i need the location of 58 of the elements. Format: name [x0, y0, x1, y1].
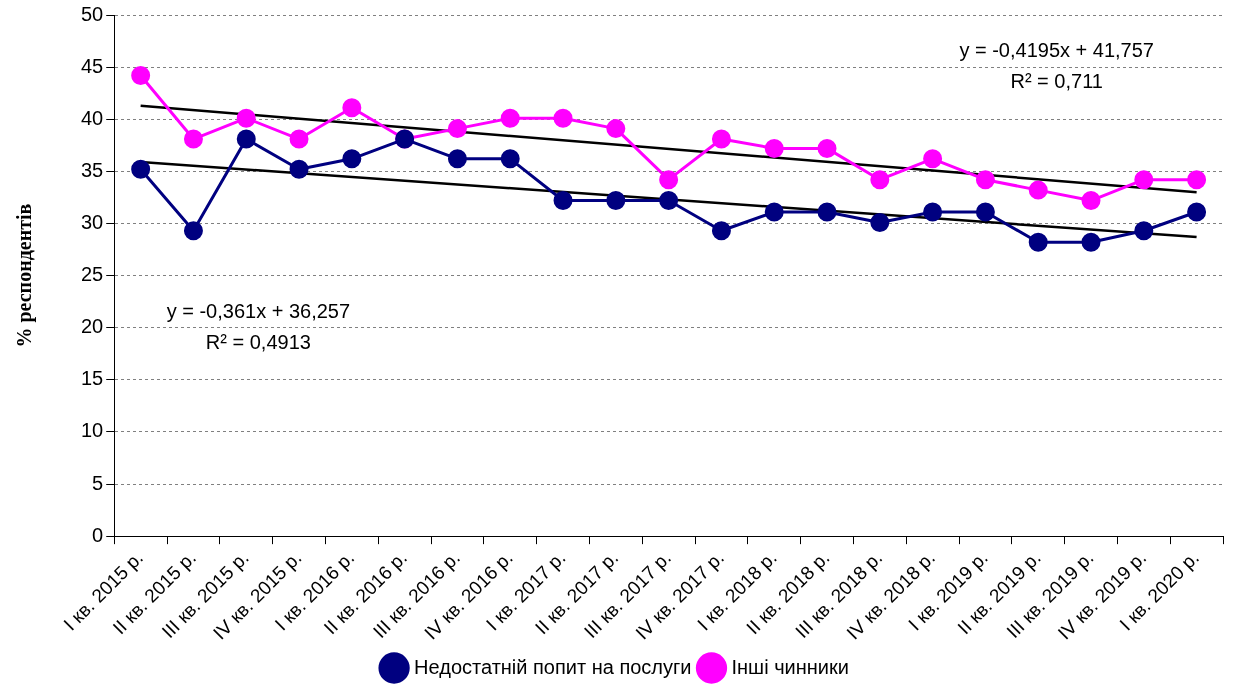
point [817, 202, 837, 222]
y-tick-label: 45 [81, 54, 104, 77]
y-tick-label: 40 [81, 106, 104, 129]
y-tick-label: 30 [81, 210, 104, 233]
y-tick-label: 0 [92, 523, 104, 546]
point [131, 65, 151, 85]
point [447, 149, 467, 169]
point [553, 108, 573, 128]
point [606, 191, 626, 211]
point [764, 202, 784, 222]
point [500, 149, 520, 169]
point [975, 202, 995, 222]
annotation: y = -0,361x + 36,257 [166, 299, 351, 322]
point [606, 119, 626, 139]
point [342, 98, 362, 118]
annotation: R² = 0,4913 [205, 330, 311, 353]
point [183, 129, 203, 149]
annotation: y = -0,4195x + 41,757 [959, 39, 1154, 61]
point [1028, 180, 1048, 200]
y-tick-label: 25 [81, 263, 104, 286]
point [975, 170, 995, 190]
y-tick-label: 35 [81, 158, 104, 181]
point [289, 129, 309, 149]
point [342, 149, 362, 169]
point [711, 221, 731, 241]
point [659, 191, 679, 211]
point [500, 108, 520, 128]
point [236, 129, 256, 149]
point [1134, 170, 1154, 190]
y-tick-label: 15 [81, 367, 104, 390]
point [289, 159, 309, 179]
point [923, 149, 943, 169]
point [1081, 232, 1101, 252]
point [1187, 202, 1207, 222]
point [447, 119, 467, 139]
point [131, 159, 151, 179]
point [183, 221, 203, 241]
point [1028, 232, 1048, 252]
point [764, 138, 784, 158]
y-tick-label: 50 [81, 2, 104, 25]
point [659, 170, 679, 190]
point [553, 191, 573, 211]
y-tick-label: 20 [81, 315, 104, 338]
point [923, 202, 943, 222]
point [870, 170, 890, 190]
point [236, 108, 256, 128]
y-tick-label: 10 [81, 419, 104, 442]
legend-label: Інші чинники [731, 655, 849, 678]
legend-label: Недостатній попит на послуги [414, 655, 692, 678]
annotation: R² = 0,711 [1010, 70, 1103, 93]
point [870, 212, 890, 232]
point [1134, 221, 1154, 241]
point [1081, 191, 1101, 211]
point [1187, 170, 1207, 190]
y-axis-title: % респондентів [13, 203, 37, 348]
point [711, 129, 731, 149]
y-tick-label: 5 [92, 471, 104, 494]
point [817, 138, 837, 158]
